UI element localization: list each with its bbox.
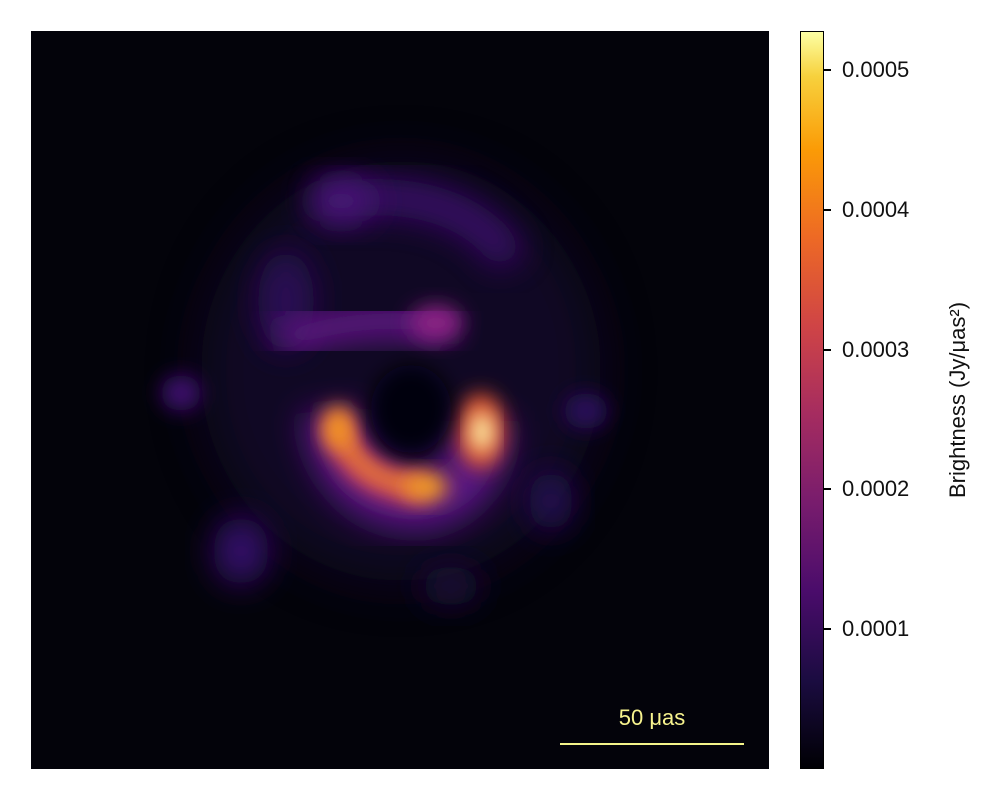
colorbar-tick-label: 0.0003 xyxy=(842,336,910,362)
colorbar-tick-label: 0.0005 xyxy=(842,57,910,83)
upper-band-peak xyxy=(410,305,462,341)
colorbar-tick xyxy=(824,488,831,491)
scale-bar xyxy=(560,743,744,745)
ring-shadow xyxy=(371,365,451,453)
brightness-heatmap xyxy=(161,161,608,606)
colorbar-tick-label: 0.0001 xyxy=(842,616,910,642)
colorbar-tick xyxy=(824,69,831,72)
colorbar-tick xyxy=(824,208,831,211)
colorbar-tick xyxy=(824,348,831,351)
lower-left-blob xyxy=(213,517,269,585)
colorbar-tick-label: 0.0004 xyxy=(842,196,910,222)
ring-right-hotspot xyxy=(471,412,493,452)
colorbar-label: Brightness (Jy/μas²) xyxy=(945,301,970,499)
ring-left-peak xyxy=(324,406,352,450)
colorbar-tick-label: 0.0002 xyxy=(842,476,910,502)
left-blob xyxy=(161,375,201,411)
brightness-image xyxy=(31,31,769,769)
scale-bar-label: 50 μas xyxy=(618,705,686,730)
lower-right-blob xyxy=(529,471,573,531)
lower-tail xyxy=(421,566,481,606)
right-blob xyxy=(564,393,608,429)
top-left-blob xyxy=(309,179,373,223)
colorbar-tick xyxy=(824,628,831,631)
colorbar xyxy=(800,31,824,769)
ring-bottom-peak xyxy=(404,473,448,501)
